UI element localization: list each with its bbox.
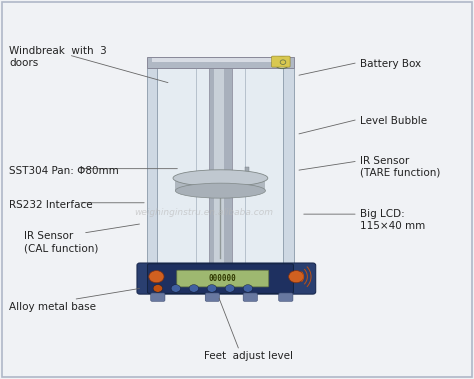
FancyBboxPatch shape (147, 264, 293, 293)
Circle shape (153, 285, 163, 292)
Text: RS232 Interface: RS232 Interface (9, 200, 93, 210)
FancyBboxPatch shape (151, 293, 165, 301)
Text: Level Bubble: Level Bubble (360, 116, 428, 126)
FancyBboxPatch shape (243, 293, 257, 301)
Bar (157, 68, 283, 265)
Circle shape (171, 285, 181, 292)
Circle shape (274, 56, 290, 69)
Bar (209, 68, 232, 265)
Circle shape (149, 271, 164, 283)
Text: Battery Box: Battery Box (360, 60, 421, 69)
Text: Alloy metal base: Alloy metal base (9, 302, 97, 312)
Text: IR Sensor
(CAL function): IR Sensor (CAL function) (24, 231, 98, 254)
FancyBboxPatch shape (177, 270, 269, 287)
Ellipse shape (175, 183, 265, 198)
Circle shape (243, 285, 253, 292)
FancyBboxPatch shape (137, 263, 316, 294)
Circle shape (189, 285, 199, 292)
Text: Windbreak  with  3
doors: Windbreak with 3 doors (9, 45, 107, 68)
Text: SST304 Pan: Φ80mm: SST304 Pan: Φ80mm (9, 166, 119, 175)
Text: Feet  adjust level: Feet adjust level (204, 351, 293, 361)
Circle shape (207, 285, 217, 292)
Bar (283, 68, 294, 265)
FancyBboxPatch shape (205, 293, 219, 301)
Circle shape (289, 271, 304, 283)
Text: Big LCD:
115×40 mm: Big LCD: 115×40 mm (360, 208, 426, 231)
Bar (147, 57, 294, 68)
Bar (147, 68, 157, 265)
Bar (245, 167, 249, 196)
Bar (152, 58, 289, 62)
Circle shape (225, 285, 235, 292)
Ellipse shape (173, 170, 268, 186)
Text: IR Sensor
(TARE function): IR Sensor (TARE function) (360, 155, 441, 178)
FancyBboxPatch shape (272, 56, 290, 67)
Text: weighinginstru.en.alibaba.com: weighinginstru.en.alibaba.com (134, 208, 273, 217)
Bar (214, 68, 224, 265)
Bar (175, 178, 265, 191)
FancyBboxPatch shape (279, 293, 293, 301)
Text: 000000: 000000 (209, 274, 237, 283)
